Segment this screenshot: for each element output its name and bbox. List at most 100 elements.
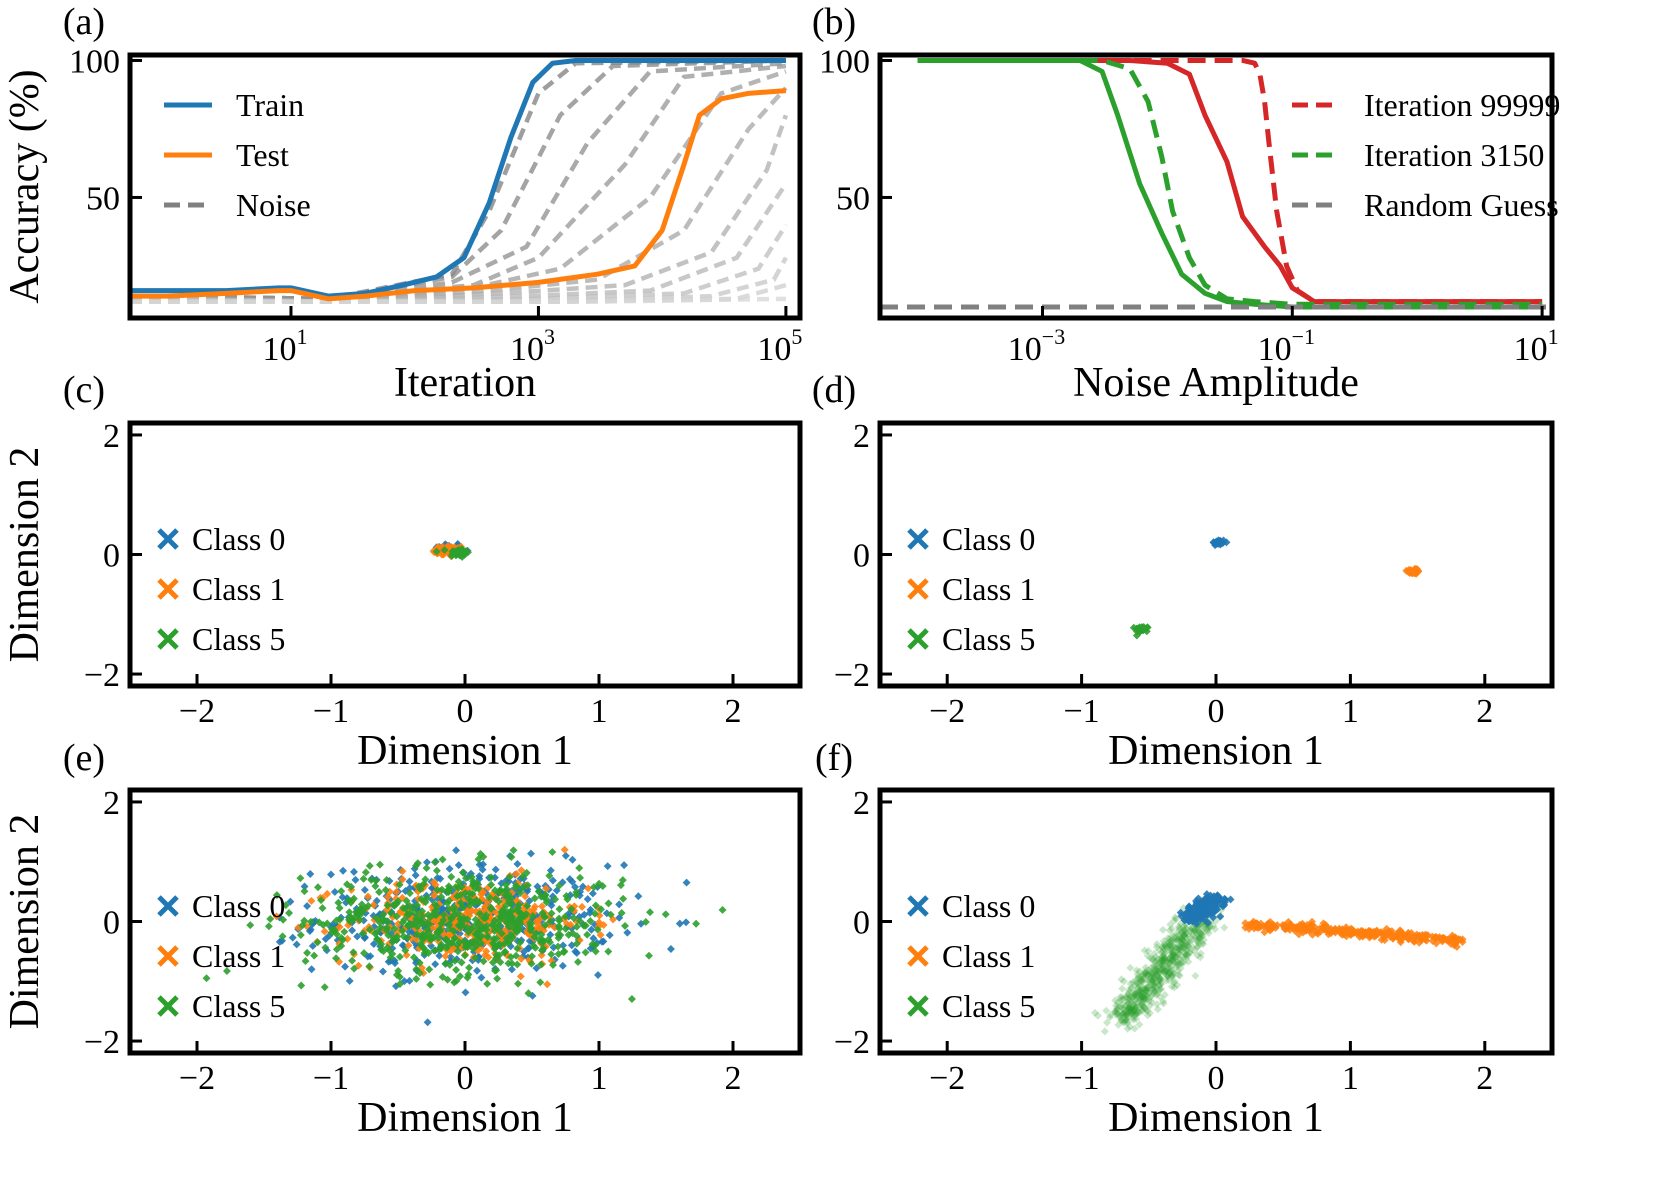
scatter-point [431,906,440,915]
scatter-point [1118,1011,1127,1020]
scatter-point [463,940,472,949]
scatter-point [441,959,450,968]
scatter-point [475,898,484,907]
series-line [917,57,1543,305]
scatter-point [321,943,330,952]
panel-label: (c) [63,369,105,411]
legend: Train Test Noise [164,87,311,223]
scatter-point [1160,954,1169,963]
scatter-point [507,965,516,974]
scatter-point [623,928,632,937]
scatter-point [558,961,567,970]
scatter-point [332,916,341,925]
scatter-point [572,922,581,931]
scatter-point [1111,1007,1120,1016]
scatter-point [1167,952,1176,961]
scatter-point [323,889,332,898]
scatter-point [385,946,394,955]
scatter-point [475,860,484,869]
legend-marker [907,628,929,650]
scatter-point [461,874,470,883]
scatter-point [1132,995,1141,1003]
scatter-point [379,967,387,976]
scatter-point [581,948,590,957]
x-tick-exponent: 5 [791,324,802,349]
scatter-point [537,951,546,960]
scatter-point [1191,971,1200,980]
y-tick-label: 100 [819,43,870,80]
scatter-point [1335,924,1344,933]
scatter-point [382,926,391,935]
legend-label: Class 0 [192,521,285,557]
scatter-point [454,861,463,870]
scatter-point [1154,964,1163,972]
scatter-point [292,940,301,949]
scatter-point [482,947,491,956]
scatter-point [473,966,481,975]
scatter-point [420,933,429,942]
scatter-point [1158,925,1167,934]
scatter-point [1173,958,1182,967]
scatter-point [585,908,594,917]
scatter-point [1172,963,1181,972]
legend-label: Class 1 [192,938,285,974]
scatter-point [485,893,494,902]
legend-marker [907,995,929,1017]
scatter-point [310,951,319,960]
scatter-point [1168,924,1176,933]
scatter-point [1125,1022,1134,1031]
scatter-point [360,885,369,894]
scatter-point [1129,1006,1138,1015]
plot-area [880,57,1552,310]
scatter-point [496,958,505,967]
y-tick-label: 0 [103,538,120,575]
scatter-point [1187,924,1196,933]
scatter-point [1172,943,1181,952]
scatter-point [1130,990,1139,999]
scatter-point [1122,992,1131,1001]
scatter-point [348,956,357,965]
scatter-point [1137,1005,1146,1014]
x-tick-exponent: −1 [1292,324,1315,349]
scatter-point [452,965,461,974]
scatter-point [718,905,727,914]
scatter-point [1146,1001,1155,1010]
scatter-point [306,917,315,926]
scatter-point [351,875,360,884]
scatter-point [604,947,613,956]
scatter-point [692,919,701,928]
scatter-point [514,979,523,988]
scatter-point [452,846,461,855]
noise-series-line [130,223,788,304]
scatter-point [335,904,344,912]
scatter-point [1120,1018,1129,1027]
legend: Class 0 Class 1 Class 5 [157,888,285,1024]
scatter-point [392,912,401,921]
y-tick-label: 2 [103,785,120,822]
scatter-point [536,978,545,987]
scatter-point [1103,1018,1112,1027]
scatter-point [359,874,368,883]
scatter-point [465,963,474,972]
scatter-point [405,884,414,892]
x-tick-label: 101 [262,324,307,368]
scatter-point [416,885,425,894]
scatter-point [438,904,447,913]
scatter-point [591,901,600,910]
scatter-point [1443,936,1452,945]
scatter-point [483,979,492,988]
legend-label: Class 5 [192,621,285,657]
scatter-point [475,909,484,918]
scatter-point [412,965,421,974]
series-line [130,88,787,302]
scatter-point [1161,967,1170,975]
scatter-point [501,886,510,895]
scatter-point [376,860,384,869]
scatter-point [296,874,305,883]
scatter-point [1132,1014,1141,1023]
scatter-point [436,944,445,953]
scatter-point [682,918,690,927]
scatter-point [417,895,426,903]
scatter-point [399,903,408,912]
